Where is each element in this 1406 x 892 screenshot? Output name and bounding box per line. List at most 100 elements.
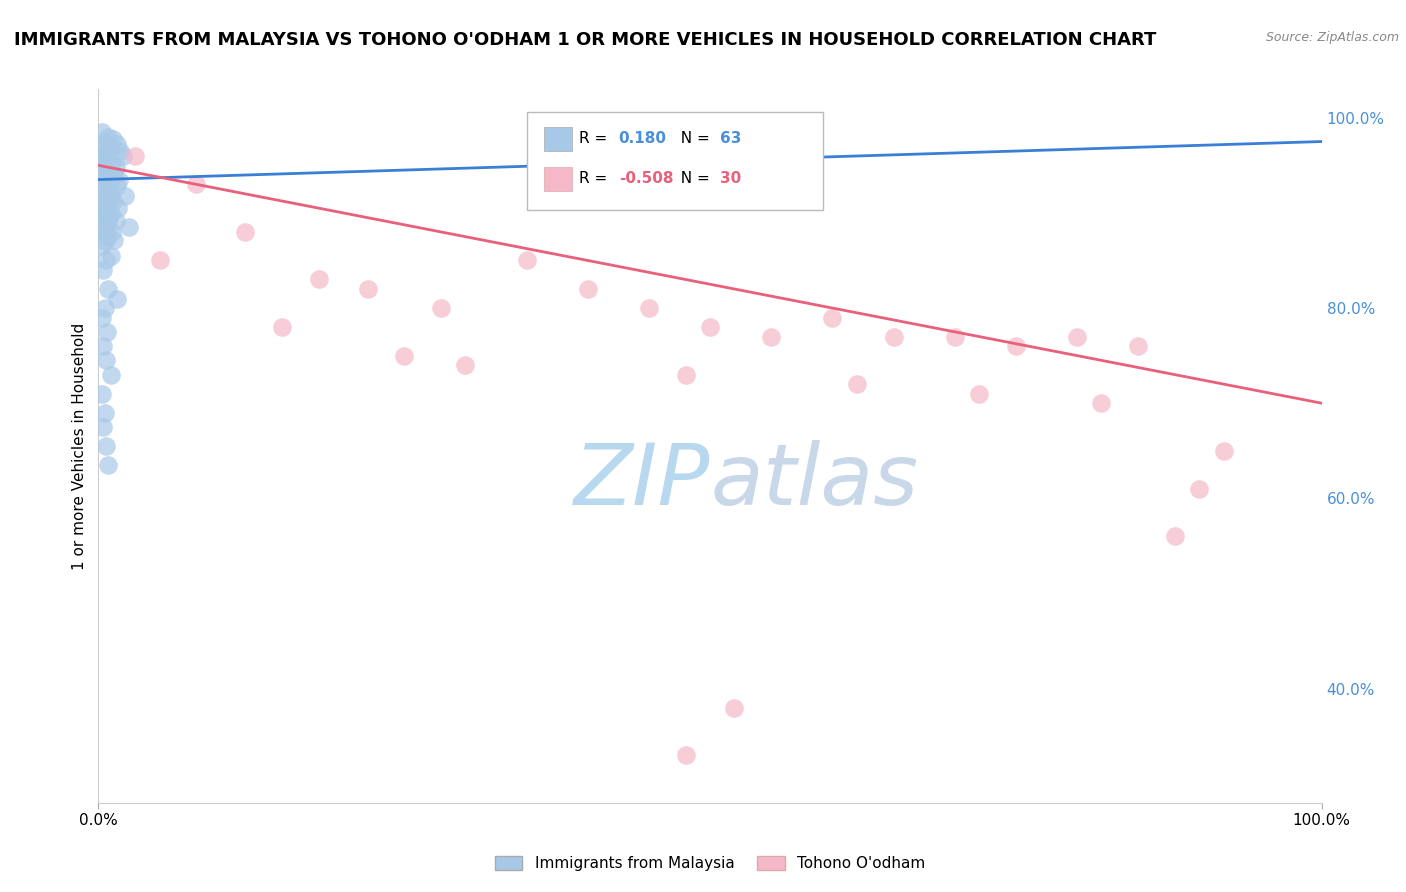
Point (105, 292, 128, 306)
Point (93, 135, 115, 149)
Point (100, 186, 122, 201)
Point (516, 253, 538, 268)
Point (761, 329, 783, 343)
Point (91, 208, 114, 222)
Point (91, 263, 114, 277)
Point (98, 211, 121, 225)
Point (967, 386, 990, 401)
Point (97, 166, 120, 180)
Point (94, 204, 117, 219)
Point (454, 358, 477, 372)
Point (943, 329, 966, 343)
Point (1004, 339, 1026, 353)
Point (638, 301, 661, 315)
Point (101, 156, 124, 170)
Point (91, 420, 114, 434)
Point (430, 301, 453, 315)
Point (149, 253, 172, 268)
Point (94, 353, 117, 368)
Point (845, 377, 868, 392)
Point (1066, 329, 1088, 343)
Point (118, 220, 141, 235)
Point (1128, 339, 1150, 353)
Point (675, 368, 697, 382)
Text: 63: 63 (720, 131, 741, 145)
Point (821, 310, 844, 325)
Text: R =: R = (579, 131, 613, 145)
Point (186, 178, 208, 192)
Text: N =: N = (671, 171, 714, 186)
Point (270, 320, 294, 334)
Point (96, 325, 118, 339)
Point (97, 229, 120, 244)
Text: 0.180: 0.180 (619, 131, 666, 145)
Point (356, 282, 378, 296)
Point (103, 233, 125, 247)
Point (392, 349, 416, 363)
Point (107, 201, 129, 215)
Point (93, 235, 115, 249)
Point (93, 406, 115, 420)
Point (94, 253, 117, 268)
Point (108, 172, 131, 186)
Point (96, 185, 118, 199)
Point (100, 249, 122, 263)
Point (101, 194, 124, 209)
Text: ZIP: ZIP (574, 440, 710, 524)
Point (90, 163, 112, 178)
Point (97, 282, 120, 296)
Point (97, 458, 120, 472)
Text: N =: N = (671, 131, 714, 145)
Point (723, 700, 745, 714)
Point (97, 196, 120, 211)
Text: atlas: atlas (710, 440, 918, 524)
Point (98, 178, 121, 192)
Point (94, 169, 117, 184)
Point (93, 301, 115, 315)
Point (93, 158, 115, 172)
Point (104, 160, 127, 174)
Point (308, 272, 330, 286)
Point (699, 320, 721, 334)
Text: 30: 30 (720, 171, 741, 186)
Point (91, 198, 114, 212)
Point (93, 215, 115, 229)
Point (233, 225, 256, 239)
Text: R =: R = (579, 171, 613, 186)
Point (91, 310, 114, 325)
Text: IMMIGRANTS FROM MALAYSIA VS TOHONO O'ODHAM 1 OR MORE VEHICLES IN HOUSEHOLD CORRE: IMMIGRANTS FROM MALAYSIA VS TOHONO O'ODH… (14, 31, 1156, 49)
Point (1188, 482, 1211, 496)
Point (91, 339, 114, 353)
Point (91, 182, 114, 196)
Point (883, 329, 905, 343)
Point (105, 179, 128, 194)
Point (100, 206, 122, 220)
Point (96, 217, 118, 231)
Point (1164, 529, 1187, 543)
Point (1212, 443, 1234, 458)
Point (94, 227, 117, 241)
Point (91, 239, 114, 253)
Point (91, 176, 114, 190)
Point (101, 225, 124, 239)
Point (101, 131, 124, 145)
Point (91, 151, 114, 165)
Point (93, 192, 115, 206)
Point (105, 137, 128, 152)
Point (103, 168, 125, 182)
Point (104, 213, 127, 227)
Point (96, 153, 118, 168)
Point (114, 188, 136, 202)
Point (98, 141, 121, 155)
Point (111, 149, 134, 163)
Legend: Immigrants from Malaysia, Tohono O'odham: Immigrants from Malaysia, Tohono O'odham (489, 850, 931, 877)
Y-axis label: 1 or more Vehicles in Household: 1 or more Vehicles in Household (72, 322, 87, 570)
Point (1090, 396, 1112, 410)
Point (91, 139, 114, 153)
Point (675, 748, 697, 763)
Point (100, 368, 122, 382)
Point (94, 439, 117, 453)
Point (576, 282, 599, 296)
Point (91, 125, 114, 139)
Text: -0.508: -0.508 (619, 171, 673, 186)
